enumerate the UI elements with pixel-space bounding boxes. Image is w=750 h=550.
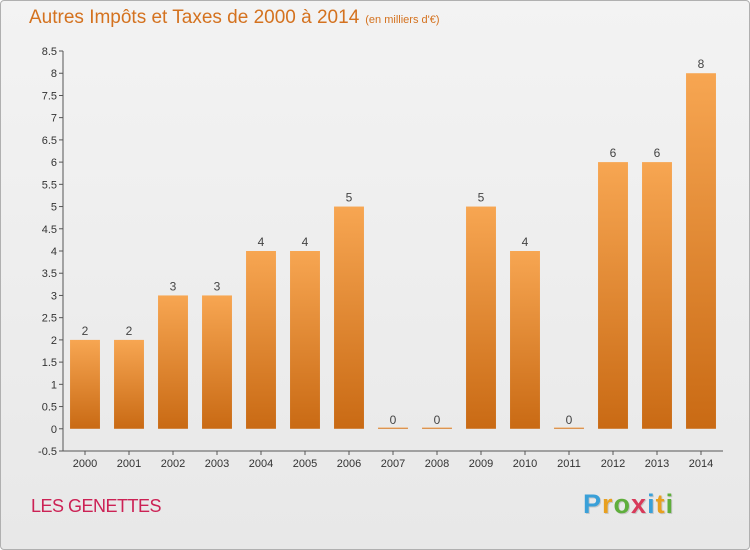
y-tick-label: 2.5 [42, 313, 57, 325]
bar [378, 427, 408, 429]
data-label: 6 [610, 146, 617, 160]
bar [554, 427, 584, 429]
bar [334, 206, 364, 429]
data-label: 8 [698, 57, 705, 71]
proxiti-logo: Proxiti [583, 489, 674, 520]
y-tick-label: 5.5 [42, 179, 57, 191]
logo-letter: o [613, 489, 632, 519]
x-tick-label: 2011 [557, 458, 581, 470]
y-tick-label: -0.5 [38, 446, 57, 458]
data-label: 5 [478, 191, 485, 205]
data-label: 5 [346, 191, 353, 205]
logo-letter: i [665, 489, 675, 519]
bar [70, 339, 100, 429]
x-tick-label: 2013 [645, 458, 669, 470]
logo-letter: x [631, 489, 648, 519]
x-tick-label: 2001 [117, 458, 141, 470]
bar [202, 295, 232, 429]
x-tick-label: 2010 [513, 458, 537, 470]
y-tick-label: 1.5 [42, 357, 57, 369]
title-text: Autres Impôts et Taxes de 2000 à 2014 [29, 7, 360, 28]
data-label: 4 [302, 235, 309, 249]
bars [70, 73, 716, 429]
data-label: 0 [434, 413, 441, 427]
data-label: 4 [258, 235, 265, 249]
logo-letter: r [602, 489, 614, 519]
x-tick-label: 2002 [161, 458, 185, 470]
y-tick-label: 6.5 [42, 135, 57, 147]
chart-subtitle: (en milliers d'€) [365, 14, 440, 26]
bar [158, 295, 188, 429]
y-tick-label: 0.5 [42, 402, 57, 414]
y-tick-label: 7.5 [42, 90, 57, 102]
x-tick-label: 2004 [249, 458, 273, 470]
bar [290, 251, 320, 429]
data-label: 3 [214, 279, 221, 293]
data-label: 3 [170, 279, 177, 293]
x-tick-label: 2000 [73, 458, 97, 470]
bar [598, 162, 628, 429]
logo-letter: P [583, 489, 603, 519]
data-label: 6 [654, 146, 661, 160]
bar [114, 339, 144, 429]
y-tick-label: 0 [51, 424, 57, 436]
y-tick-label: 2 [51, 335, 57, 347]
y-tick-label: 4 [51, 246, 57, 258]
y-tick-label: 6 [51, 157, 57, 169]
data-label: 4 [522, 235, 529, 249]
y-tick-label: 5 [51, 202, 57, 214]
chart-title: Autres Impôts et Taxes de 2000 à 2014 (en… [29, 7, 440, 29]
logo-letter: t [655, 489, 666, 519]
data-labels: 2 2 3 3 4 4 5 0 0 5 4 0 6 6 8 [82, 57, 705, 427]
x-tick-label: 2012 [601, 458, 625, 470]
bar [510, 251, 540, 429]
bar [422, 427, 452, 429]
x-axis-ticks: 2000 2001 2002 2003 2004 2005 2006 2007 2008 2009… [73, 451, 713, 470]
location-label: LES GENETTES [31, 496, 162, 516]
x-tick-label: 2005 [293, 458, 317, 470]
x-tick-label: 2006 [337, 458, 361, 470]
y-tick-label: 3.5 [42, 268, 57, 280]
data-label: 2 [126, 324, 133, 338]
data-label: 0 [390, 413, 397, 427]
bar [686, 73, 716, 429]
logo-letter: i [647, 489, 656, 519]
bar [466, 206, 496, 429]
x-tick-label: 2009 [469, 458, 493, 470]
data-label: 0 [566, 413, 573, 427]
y-tick-label: 3 [51, 290, 57, 302]
x-tick-label: 2008 [425, 458, 449, 470]
y-tick-label: 8 [51, 68, 57, 80]
bar [642, 162, 672, 429]
y-axis-ticks: -0.5 0 0.5 1 1.5 2 2.5 3 3.5 4 4.5 5 5.5 6 6.5 7 7.5 8 8.5 [38, 46, 63, 458]
y-tick-label: 4.5 [42, 224, 57, 236]
y-tick-label: 7 [51, 113, 57, 125]
y-tick-label: 8.5 [42, 46, 57, 58]
x-tick-label: 2014 [689, 458, 713, 470]
x-tick-label: 2007 [381, 458, 405, 470]
bar [246, 251, 276, 429]
x-tick-label: 2003 [205, 458, 229, 470]
y-tick-label: 1 [51, 379, 57, 391]
data-label: 2 [82, 324, 89, 338]
